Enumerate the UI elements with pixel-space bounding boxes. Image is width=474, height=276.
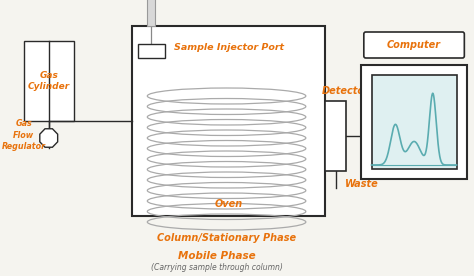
FancyBboxPatch shape — [24, 41, 74, 121]
FancyBboxPatch shape — [325, 101, 346, 171]
Text: Mobile Phase: Mobile Phase — [178, 251, 255, 261]
FancyBboxPatch shape — [372, 75, 456, 169]
FancyBboxPatch shape — [364, 32, 465, 58]
Text: Sample Injector Port: Sample Injector Port — [174, 44, 284, 52]
Text: Computer: Computer — [387, 40, 441, 50]
Text: Gas
Cylinder: Gas Cylinder — [27, 71, 70, 91]
Text: Column/Stationary Phase: Column/Stationary Phase — [157, 233, 296, 243]
FancyBboxPatch shape — [147, 0, 155, 26]
FancyBboxPatch shape — [137, 44, 164, 58]
FancyBboxPatch shape — [132, 26, 325, 216]
Text: Gas
Flow
Regulator: Gas Flow Regulator — [1, 119, 46, 151]
FancyBboxPatch shape — [361, 65, 467, 179]
Text: (Carrying sample through column): (Carrying sample through column) — [151, 264, 283, 272]
Text: Waste: Waste — [346, 179, 379, 189]
Text: Oven: Oven — [214, 199, 243, 209]
Text: Detector: Detector — [321, 86, 369, 96]
